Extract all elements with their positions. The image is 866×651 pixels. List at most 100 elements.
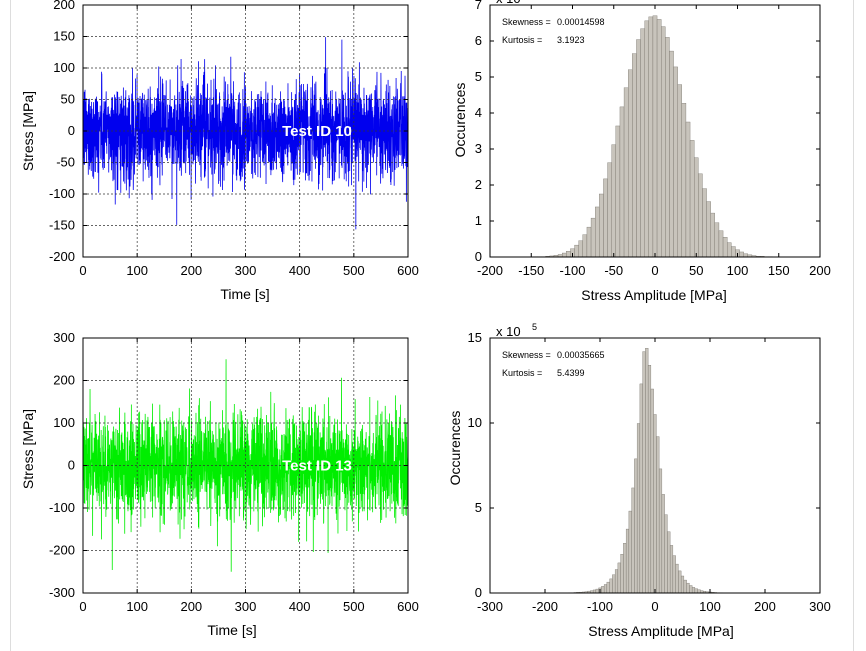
plot4-ylabel: Occurences: [447, 411, 463, 486]
plot3-xtick-label: 200: [180, 599, 202, 614]
plot2-multiplier: x 10: [496, 0, 521, 6]
plot2-histogram-bar: [669, 50, 674, 258]
plot4-histogram-bar: [653, 414, 657, 594]
plot4-histogram-bar: [689, 585, 693, 594]
plot1-xtick-label: 0: [79, 263, 86, 278]
plot1-ytick-label: 100: [53, 60, 75, 75]
plot2-histogram-bar: [656, 19, 662, 258]
plot4-xtick-label: 300: [809, 599, 831, 614]
plot4-histogram-bar: [678, 570, 682, 594]
plot2-histogram-bar: [615, 125, 621, 258]
plot4-xtick-label: -300: [477, 599, 503, 614]
plot3-xtick-label: 500: [343, 599, 365, 614]
plot2-histogram-bar: [590, 217, 596, 258]
plot2-ytick-label: 1: [475, 213, 482, 228]
plot3-annotation: Test ID 13: [282, 458, 352, 475]
plot1-xtick-label: 300: [235, 263, 257, 278]
plot4-xtick-label: 200: [754, 599, 776, 614]
plot4-multiplier: x 10: [496, 324, 521, 339]
plot4-histogram-bar: [667, 531, 671, 594]
plot2-histogram-bar: [640, 28, 645, 258]
plot2-xtick-label: 50: [689, 263, 703, 278]
plot2-ytick-label: 6: [475, 33, 482, 48]
plot2-histogram-bar: [599, 193, 604, 258]
plot2-histogram-bar: [698, 173, 703, 258]
plot2-histogram-bar: [665, 37, 670, 258]
plot2-xtick-label: -200: [477, 263, 503, 278]
plot4-histogram-bar: [609, 578, 613, 594]
plot4-histogram-bar: [623, 543, 627, 594]
plot2-histogram-bar: [607, 162, 612, 258]
plot2-histogram-bar: [689, 140, 695, 258]
plot2-histogram-bar: [677, 84, 682, 258]
plot4-stat-value: 5.4399: [557, 368, 585, 378]
plot1-ytick-label: -200: [49, 249, 75, 264]
plot4-exponent: 5: [532, 322, 537, 332]
plot2-xtick-label: -100: [559, 263, 585, 278]
plot4-histogram-bar: [612, 574, 616, 594]
plot2-ytick-label: 2: [475, 177, 482, 192]
plot3-ytick-label: -300: [49, 585, 75, 600]
plot2-histogram-bar: [727, 242, 732, 258]
plot1-ytick-label: -50: [56, 155, 75, 170]
plot3-xtick-label: 0: [79, 599, 86, 614]
plot1-ytick-label: -150: [49, 218, 75, 233]
plot3-xtick-label: 100: [126, 599, 148, 614]
plot4-xtick-label: 0: [651, 599, 658, 614]
plot4-histogram-bar: [614, 569, 619, 594]
plot4-ytick-label: 10: [468, 415, 482, 430]
plot4-xtick-label: 100: [699, 599, 721, 614]
plot2-ytick-label: 3: [475, 141, 482, 156]
plot2-histogram-bar: [595, 206, 600, 258]
plot4-histogram-bar: [645, 348, 649, 594]
plot3-ylabel: Stress [MPa]: [20, 409, 36, 489]
plot4-histogram-bar: [606, 581, 610, 594]
plot3-ytick-label: -100: [49, 500, 75, 515]
plot4-histogram-bar: [675, 563, 679, 594]
plot2-histogram-bar: [586, 226, 592, 258]
plot2-histogram-bar: [562, 252, 567, 258]
plot1-ytick-label: 0: [68, 123, 75, 138]
plot2-histogram-bar: [702, 188, 707, 258]
plot2-histogram-bar: [632, 53, 637, 258]
plot2-xlabel: Stress Amplitude [MPa]: [581, 287, 727, 303]
plot2-ytick-label: 7: [475, 0, 482, 12]
plot2-histogram-bar: [722, 237, 728, 258]
plot1-xtick-label: 200: [180, 263, 202, 278]
plot4-histogram-bar: [683, 579, 687, 594]
plot4-histogram-bar: [664, 514, 668, 594]
plot4-histogram-bar: [639, 383, 643, 594]
plot2-histogram-bar: [718, 230, 724, 258]
plot2-ytick-label: 4: [475, 105, 482, 120]
plot4-histogram-bar: [680, 575, 685, 594]
plot4-histogram-bar: [661, 494, 665, 594]
plot2-histogram-bar: [611, 144, 616, 258]
plot3-ytick-label: 300: [53, 330, 75, 345]
plot2-xtick-label: -50: [604, 263, 623, 278]
plot4-histogram-bar: [634, 458, 638, 594]
plot4-histogram-bar: [647, 365, 652, 594]
plot2-histogram-bar: [603, 178, 608, 258]
plot1-xlabel: Time [s]: [220, 286, 269, 302]
plot2-ytick-label: 0: [475, 249, 482, 264]
plot1-ytick-label: 150: [53, 29, 75, 44]
plot2-histogram-bar: [739, 251, 744, 258]
plot2-histogram-bar: [706, 201, 711, 258]
plot-histogram-test-10: Occurences Stress Amplitude [MPa] x 10 5 S…: [452, 0, 831, 303]
plot4-histogram-bar: [656, 436, 660, 594]
plot4-ytick-label: 0: [475, 585, 482, 600]
plot2-ylabel: Occurences: [452, 83, 468, 158]
plot4-histogram-bar: [595, 588, 599, 594]
plot2-histogram-bar: [619, 106, 625, 258]
plot1-xtick-label: 600: [397, 263, 419, 278]
plot3-xtick-label: 600: [397, 599, 419, 614]
plot3-ytick-label: 100: [53, 415, 75, 430]
plot2-histogram-bar: [714, 222, 720, 258]
plot4-stat-label: Kurtosis =: [502, 368, 542, 378]
plot2-xtick-label: -150: [518, 263, 544, 278]
plot2-histogram-bar: [731, 246, 736, 258]
plot2-histogram-bar: [681, 103, 687, 258]
plot1-ytick-label: -100: [49, 186, 75, 201]
plot4-histogram-bar: [686, 582, 690, 594]
plot4-histogram-bar: [691, 587, 696, 594]
